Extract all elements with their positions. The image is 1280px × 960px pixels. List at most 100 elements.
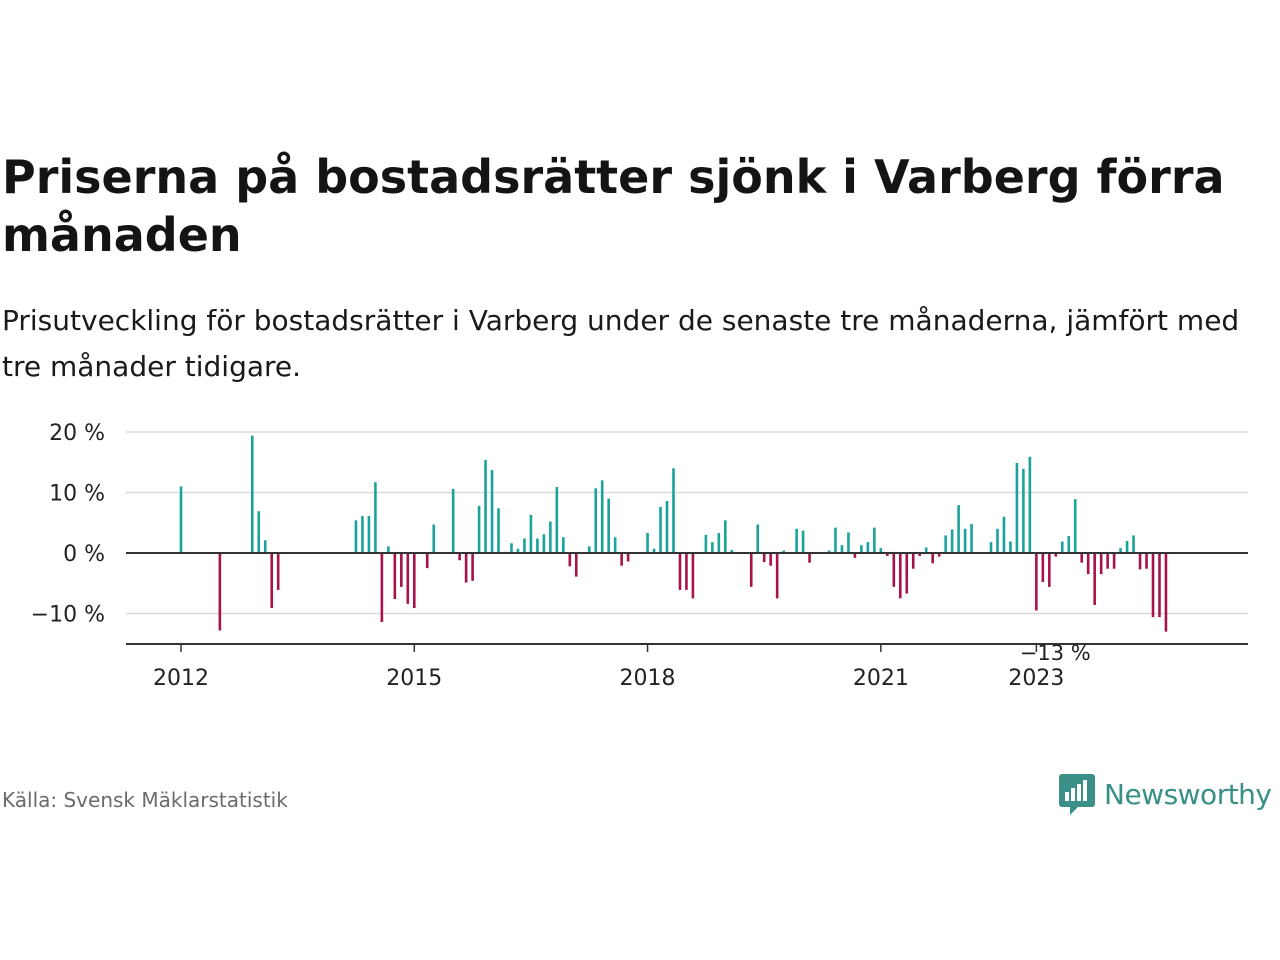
bar [665,500,669,553]
bar [1151,553,1155,618]
grid-lines [126,431,1248,615]
bar [1002,516,1006,553]
x-tick-label: 2012 [153,666,209,691]
bar [944,535,947,553]
bar [607,498,610,553]
bar [717,533,721,553]
bar [471,553,474,581]
source-note: Källa: Svensk Mäklarstatistik [2,788,288,812]
x-tick-label: 2018 [620,666,676,691]
bar [523,538,526,553]
bar [691,553,695,599]
bar [918,553,922,557]
bar [937,553,941,557]
y-tick-label: −10 % [31,603,105,628]
bar [412,553,416,609]
page-subtitle: Prisutveckling för bostadsrätter i Varbe… [2,304,1240,383]
bar [724,520,727,553]
bar [782,550,785,553]
bar [931,553,934,564]
bar [490,470,494,553]
bar [873,527,876,553]
bar [574,553,578,577]
bar [652,548,656,553]
bar-chart: 20 % 10 % 0 % −10 % 2012 2015 2018 2021 2023 −1… [31,421,1248,691]
bar [1099,553,1103,575]
bar [1112,553,1116,569]
last-value-annotation: −13 % [1020,641,1091,665]
bar [587,546,591,553]
bar [387,546,390,553]
x-tick-label: 2021 [853,666,909,691]
bar [361,516,364,553]
bar [1028,456,1032,553]
bar [749,553,753,587]
bar [898,553,902,599]
bar [477,505,481,553]
bar [484,459,487,553]
bar [380,553,384,622]
bar [626,553,630,562]
bar [1138,553,1142,570]
bar [458,553,461,561]
page-title: Priserna på bostadsrätter sjönk i Varber… [2,150,1225,262]
bar [542,534,546,553]
bar [432,524,436,553]
bar [1125,540,1129,553]
bar [270,553,274,609]
bar [451,488,455,553]
bar [179,486,183,553]
bar [827,550,831,553]
bar [808,553,811,563]
bar [374,482,377,553]
bar [1073,499,1077,553]
bar [762,553,766,563]
bar [257,511,261,553]
x-axis-ticks: 2012 2015 2018 2021 2023 [153,644,1064,691]
bar [905,553,909,594]
bars [179,435,1168,632]
bar [1048,553,1051,587]
bar [263,540,267,553]
bar [1119,548,1122,553]
bar [1054,553,1058,557]
bar [276,553,280,590]
bar [1086,553,1090,575]
bar [594,488,598,553]
bar [1093,553,1096,606]
bar [406,553,410,604]
bar [1080,553,1084,563]
bar [924,547,928,554]
bar [1158,553,1161,618]
bar [600,480,604,553]
bar [425,553,429,569]
bar [1009,541,1012,553]
bar [613,537,617,553]
bar [1106,553,1109,569]
bar [685,553,688,590]
bar [1060,541,1064,553]
y-tick-label: 10 % [49,482,105,507]
bar [879,548,883,553]
bar [678,553,682,590]
bar [1035,553,1038,611]
bar [996,528,999,553]
newsworthy-logo-icon [1059,774,1095,815]
bar [497,508,500,553]
bar [769,553,772,566]
bar [549,521,552,553]
bar [834,527,837,553]
y-tick-label: 0 % [63,542,105,567]
bar [886,553,889,557]
bar [562,537,565,553]
bar [250,435,254,553]
y-axis-labels: 20 % 10 % 0 % −10 % [31,421,105,628]
bar [672,468,675,553]
x-tick-label: 2023 [1008,666,1064,691]
bar [400,553,403,587]
bar [866,542,870,553]
bar [911,553,915,569]
bar [536,538,539,553]
bar [775,553,779,599]
bar [218,553,222,631]
